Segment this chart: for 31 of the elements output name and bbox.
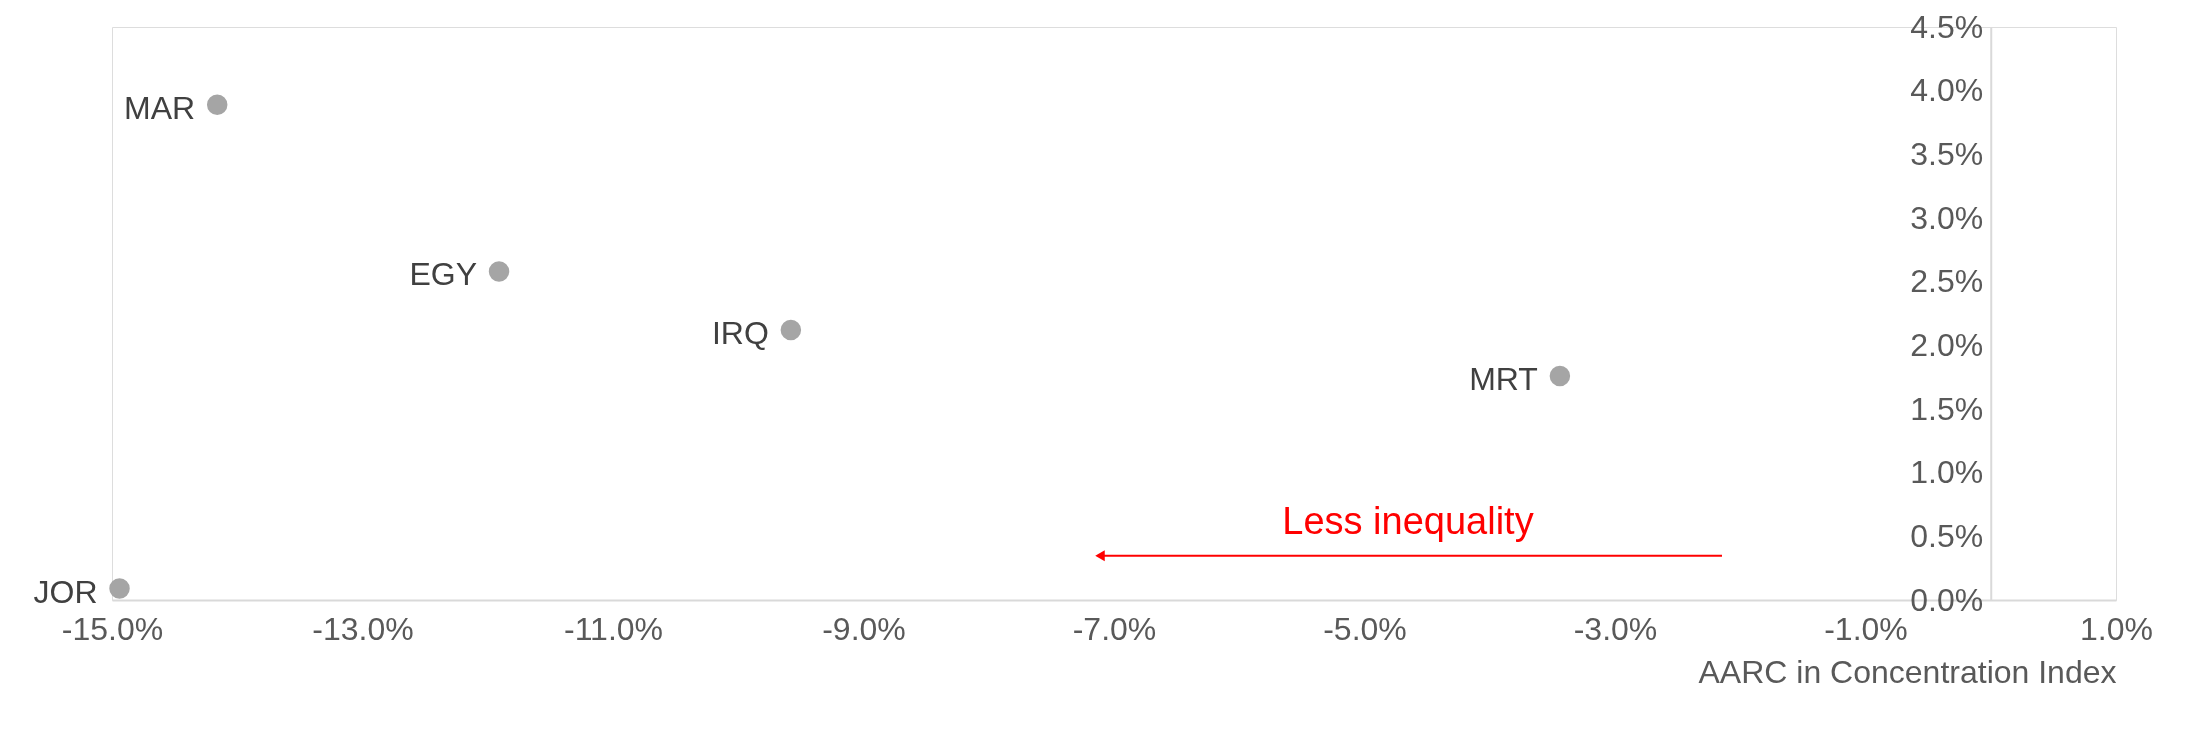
x-tick-label: -3.0% <box>1573 610 1658 647</box>
y-tick-label: 1.0% <box>1910 454 1984 491</box>
annotation: JOR <box>33 573 98 610</box>
x-tick-label: -15.0% <box>61 610 164 647</box>
annotation: Less inequality <box>1282 499 1534 542</box>
x-axis-title: AARC in Concentration Index <box>1698 653 2117 690</box>
point <box>1549 365 1571 387</box>
x-tick-label: -9.0% <box>822 610 906 647</box>
x-tick-label: -7.0% <box>1072 610 1157 647</box>
y-tick-label: 3.5% <box>1910 135 1984 172</box>
y-tick-label: 4.5% <box>1910 8 1984 45</box>
y-tick-label: 4.0% <box>1910 72 1984 109</box>
annotation: MAR <box>124 89 196 126</box>
point <box>488 261 510 282</box>
y-tick-label: 1.5% <box>1910 390 1984 427</box>
y-tick-label: 0.0% <box>1910 581 1984 618</box>
x-tick-label: -13.0% <box>312 610 414 647</box>
annotation: EGY <box>409 256 478 293</box>
x-tick-label: -11.0% <box>563 610 664 647</box>
point <box>206 94 228 115</box>
x-tick-label: -5.0% <box>1323 610 1407 647</box>
point <box>109 578 130 599</box>
x-tick-label: 1.0% <box>2080 610 2153 647</box>
annotation: MRT <box>1469 360 1538 397</box>
y-tick-label: 2.0% <box>1910 326 1984 363</box>
y-tick-label: 3.0% <box>1910 199 1984 236</box>
annotation: IRQ <box>711 315 769 352</box>
x-tick-label: -1.0% <box>1824 610 1908 647</box>
y-tick-label: 2.5% <box>1910 263 1984 300</box>
point <box>780 319 802 341</box>
y-tick-label: 0.5% <box>1910 517 1984 554</box>
